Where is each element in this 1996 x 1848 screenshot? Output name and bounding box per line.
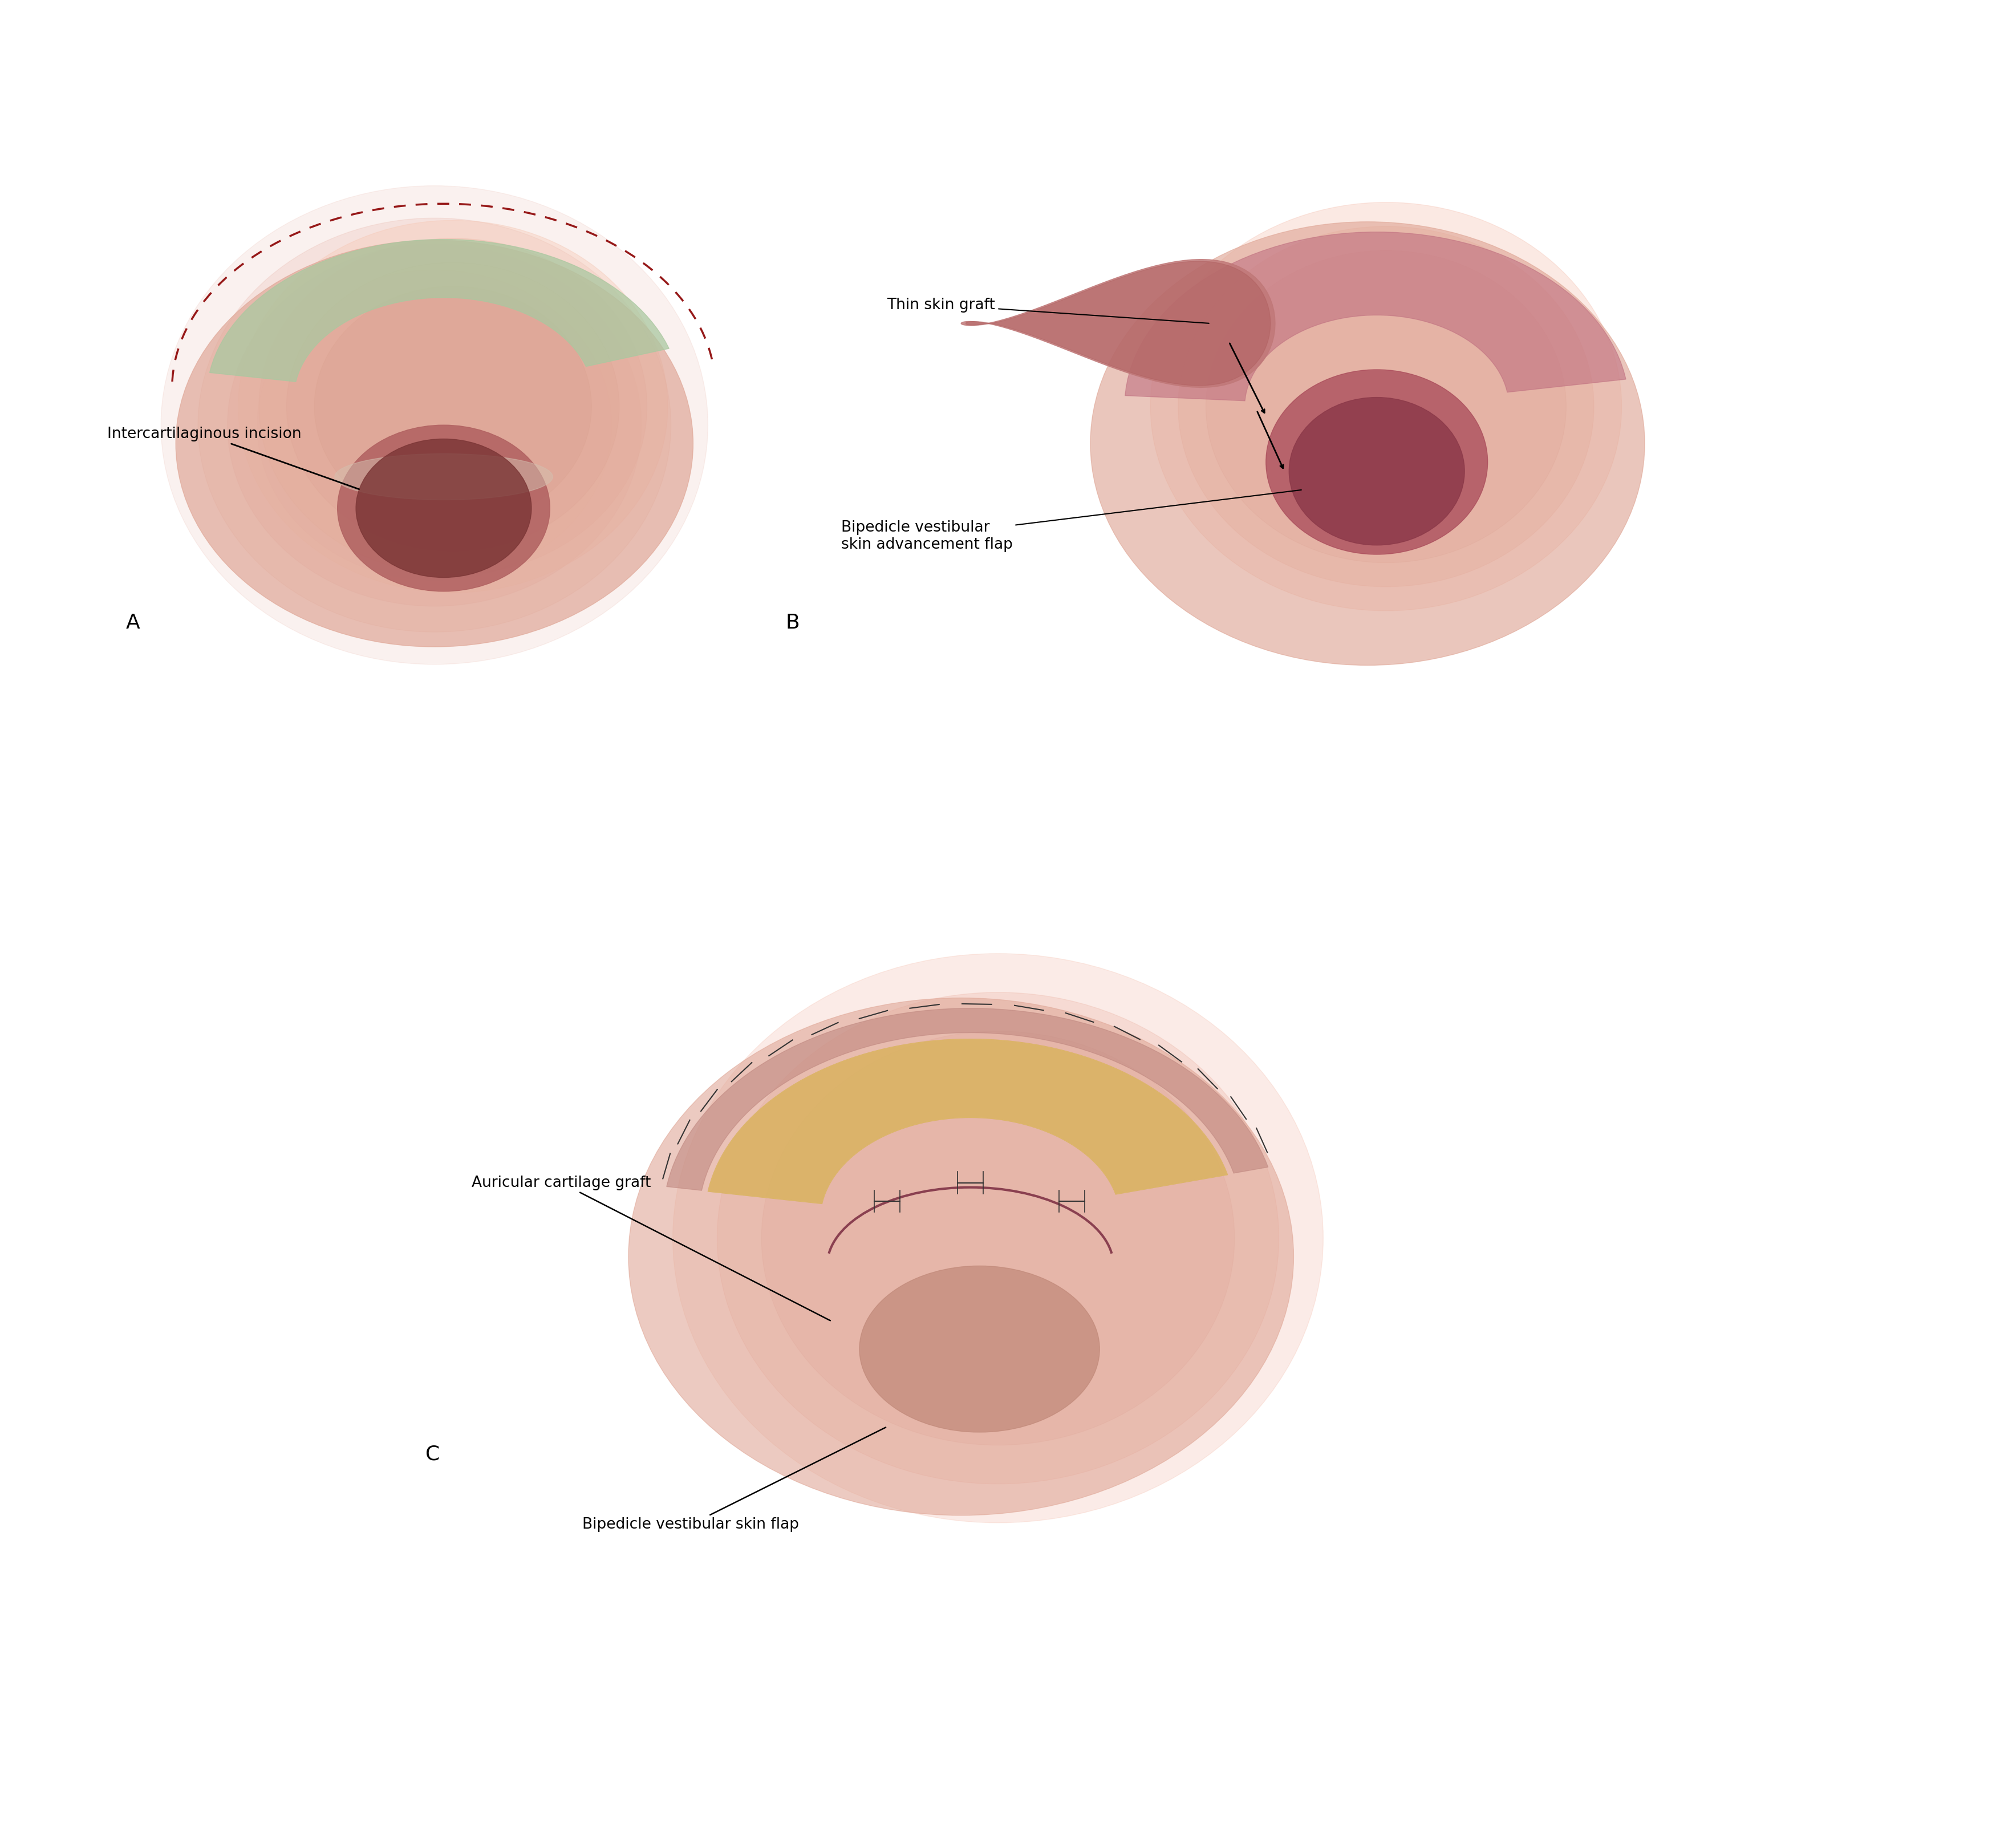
Ellipse shape — [355, 440, 531, 577]
Polygon shape — [667, 1009, 1267, 1190]
Polygon shape — [1126, 233, 1627, 401]
Text: B: B — [786, 614, 800, 632]
Ellipse shape — [1289, 397, 1465, 545]
Text: Auricular cartilage graft: Auricular cartilage graft — [471, 1175, 830, 1321]
Ellipse shape — [629, 998, 1293, 1515]
Ellipse shape — [313, 286, 591, 527]
Polygon shape — [709, 1039, 1228, 1203]
Ellipse shape — [335, 455, 553, 501]
Text: Bipedicle vestibular
skin advancement flap: Bipedicle vestibular skin advancement fl… — [840, 490, 1301, 553]
Text: Intercartilaginous incision: Intercartilaginous incision — [108, 427, 359, 490]
Ellipse shape — [337, 425, 551, 591]
Ellipse shape — [257, 270, 613, 580]
Ellipse shape — [176, 240, 693, 647]
Text: Bipedicle vestibular skin flap: Bipedicle vestibular skin flap — [583, 1427, 886, 1532]
Ellipse shape — [860, 1266, 1100, 1432]
Ellipse shape — [259, 238, 647, 575]
Ellipse shape — [162, 187, 709, 663]
Text: Thin skin graft: Thin skin graft — [886, 298, 1210, 323]
Ellipse shape — [198, 218, 671, 632]
Ellipse shape — [717, 992, 1279, 1484]
Ellipse shape — [1178, 225, 1595, 588]
Ellipse shape — [762, 1031, 1234, 1445]
Ellipse shape — [238, 220, 669, 593]
Ellipse shape — [287, 262, 619, 551]
Polygon shape — [709, 1039, 1228, 1203]
Text: A: A — [126, 614, 140, 632]
Polygon shape — [962, 259, 1275, 388]
Text: C: C — [425, 1445, 439, 1464]
Ellipse shape — [1265, 370, 1487, 554]
Polygon shape — [210, 240, 669, 383]
Polygon shape — [966, 261, 1269, 386]
Ellipse shape — [1090, 222, 1645, 665]
Ellipse shape — [673, 954, 1323, 1523]
Ellipse shape — [228, 244, 641, 606]
Ellipse shape — [1206, 249, 1567, 562]
Ellipse shape — [1150, 201, 1621, 610]
